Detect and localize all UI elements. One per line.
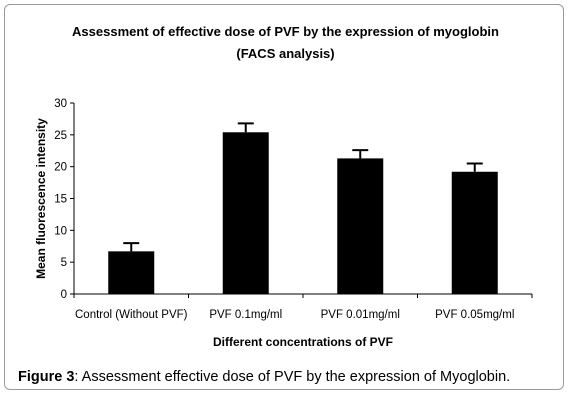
y-axis-label: Mean fluorescence intensity bbox=[34, 118, 48, 279]
x-tick-label: PVF 0.01mg/ml bbox=[321, 309, 400, 321]
chart-title: Assessment of effective dose of PVF by t… bbox=[72, 24, 499, 39]
x-tick-label: PVF 0.1mg/ml bbox=[209, 309, 282, 321]
y-tick-label: 30 bbox=[54, 98, 67, 110]
x-axis-label: Different concentrations of PVF bbox=[213, 335, 393, 349]
caption-label: Figure 3 bbox=[18, 369, 75, 385]
x-tick-label: PVF 0.05mg/ml bbox=[435, 309, 514, 321]
chart-subtitle: (FACS analysis) bbox=[236, 46, 335, 61]
y-tick-label: 5 bbox=[61, 257, 67, 269]
figure-frame bbox=[4, 4, 564, 390]
y-tick-label: 0 bbox=[61, 289, 67, 301]
y-tick-label: 25 bbox=[54, 130, 67, 142]
y-tick-label: 10 bbox=[54, 225, 67, 237]
x-tick-label: Control (Without PVF) bbox=[75, 309, 188, 321]
y-tick-label: 20 bbox=[54, 162, 67, 174]
bar bbox=[108, 251, 155, 294]
caption-text: : Assessment effective dose of PVF by th… bbox=[74, 369, 511, 385]
figure-caption: Figure 3: Assessment effective dose of P… bbox=[18, 369, 510, 385]
bar bbox=[451, 171, 498, 294]
bar bbox=[337, 158, 384, 294]
bar bbox=[222, 132, 269, 294]
y-tick-label: 15 bbox=[54, 194, 67, 206]
